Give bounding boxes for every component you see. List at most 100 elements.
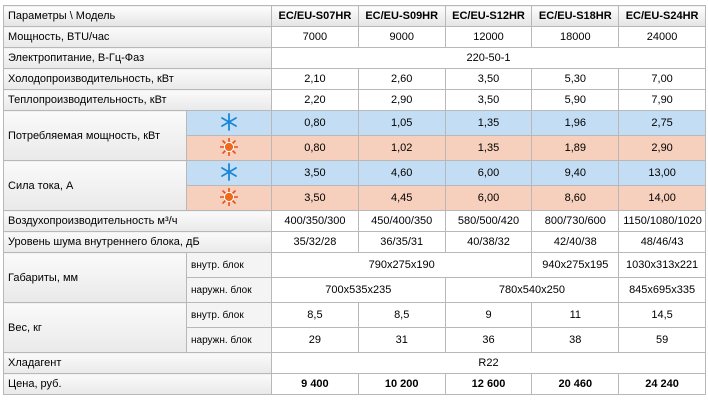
indoor-cell: 1030x313x221 [618, 252, 706, 278]
cell: 2,60 [357, 68, 446, 90]
heating-cell: 3,50 [271, 185, 359, 211]
cell: 450/400/350 [357, 210, 446, 232]
heating-cell: 1,02 [357, 135, 446, 161]
model-header: EC/EU-S12HR [444, 5, 533, 27]
cell: 580/500/420 [444, 210, 533, 232]
heating-cell: 6,00 [444, 185, 533, 211]
cooling-icon [221, 112, 237, 131]
table-row: Цена, руб. 9 400 10 200 12 600 20 460 24 240 [2, 373, 706, 395]
sub-label: наружн. блок [185, 327, 273, 353]
cooling-icon [221, 162, 237, 181]
model-header: EC/EU-S07HR [271, 5, 359, 27]
sub-label: наружн. блок [185, 277, 273, 303]
heating-mode [185, 135, 273, 161]
cell: 12 600 [444, 373, 533, 395]
table-row: Уровень шума внутреннего блока, дБ 35/32/… [2, 231, 706, 253]
table-row: наружн. блок 700x535x235 780x540x250 845x69… [4, 277, 706, 303]
row-label: Габариты, мм [3, 252, 187, 303]
sub-label: внутр. блок [185, 252, 273, 278]
heating-icon [219, 137, 239, 156]
cell: 800/730/600 [531, 210, 620, 232]
table-row: наружн. блок 29 31 36 38 59 [4, 327, 706, 353]
row-label: Электропитание, В-Гц-Фаз [2, 47, 273, 69]
cell: 220-50-1 [271, 47, 706, 69]
row-label: Уровень шума внутреннего блока, дБ [2, 231, 273, 253]
table-row: Хладагент R22 [2, 352, 706, 374]
table-row: Холодопроизводительность, кВт 2,10 2,60 3,5… [2, 68, 706, 90]
cooling-cell: 0,80 [271, 110, 359, 136]
cell: 9 400 [271, 373, 359, 395]
row-label: Холодопроизводительность, кВт [2, 68, 273, 90]
cell: 3,50 [444, 89, 533, 111]
indoor-cell: 14,5 [618, 302, 706, 328]
outdoor-cell: 59 [618, 327, 706, 353]
cell: 10 200 [357, 373, 446, 395]
cell: 12000 [444, 26, 533, 48]
table-row: Электропитание, В-Гц-Фаз 220-50-1 [2, 47, 706, 69]
outdoor-cell: 845x695x335 [618, 277, 706, 303]
indoor-cell: 8,5 [357, 302, 446, 328]
model-header: EC/EU-S09HR [357, 5, 446, 27]
outdoor-cell: 36 [444, 327, 533, 353]
heating-cell: 1,35 [444, 135, 533, 161]
table-row: Габариты, мм внутр. блок 790x275x190 940x27… [3, 252, 706, 303]
cooling-cell: 6,00 [444, 160, 533, 186]
header-label: Параметры \ Модель [2, 5, 273, 27]
cell: 400/350/300 [271, 210, 359, 232]
row-label: Воздухопроизводительность м³/ч [2, 210, 273, 232]
heating-cell: 4,45 [357, 185, 446, 211]
heating-mode [185, 185, 273, 211]
table-row: 0,80 1,02 1,35 1,89 2,90 [4, 135, 706, 161]
row-label: Сила тока, А [3, 160, 187, 211]
cell: 48/46/43 [618, 231, 706, 253]
sub-label: внутр. блок [185, 302, 273, 328]
indoor-cell: 790x275x190 [271, 252, 533, 278]
cooling-cell: 13,00 [618, 160, 706, 186]
indoor-cell: 11 [531, 302, 620, 328]
cell: 36/35/31 [357, 231, 446, 253]
cell: 5,30 [531, 68, 620, 90]
model-header: EC/EU-S24HR [618, 5, 706, 27]
row-label: Мощность, BTU/час [2, 26, 273, 48]
cell: 2,90 [357, 89, 446, 111]
table-row: Теплопроизводительность, кВт 2,20 2,90 3,50… [2, 89, 706, 111]
outdoor-cell: 780x540x250 [444, 277, 620, 303]
cooling-cell: 2,75 [618, 110, 706, 136]
row-label: Цена, руб. [2, 373, 273, 395]
indoor-cell: 940x275x195 [531, 252, 620, 278]
cooling-cell: 1,96 [531, 110, 620, 136]
table-row: Сила тока, А 3,50 4,60 6,00 9,40 13,00 [3, 160, 706, 211]
cell: 2,10 [271, 68, 359, 90]
outdoor-cell: 700x535x235 [271, 277, 446, 303]
cooling-mode [185, 160, 273, 186]
heating-icon [219, 187, 239, 206]
cell: 7000 [271, 26, 359, 48]
spec-table: Параметры \ Модель EC/EU-S07HR EC/EU-S09HR… [2, 5, 706, 395]
cell: 35/32/28 [271, 231, 359, 253]
cell: 2,20 [271, 89, 359, 111]
cell: 5,90 [531, 89, 620, 111]
cooling-cell: 1,35 [444, 110, 533, 136]
heating-cell: 0,80 [271, 135, 359, 161]
table-row: Потребляемая мощность, кВт 0,80 1,05 1,35 1,… [3, 110, 706, 161]
cell: 18000 [531, 26, 620, 48]
table-row: Воздухопроизводительность м³/ч 400/350/30… [2, 210, 706, 232]
cooling-cell: 3,50 [271, 160, 359, 186]
outdoor-cell: 38 [531, 327, 620, 353]
cell: R22 [271, 352, 706, 374]
outdoor-cell: 31 [357, 327, 446, 353]
cooling-cell: 4,60 [357, 160, 446, 186]
cell: 20 460 [531, 373, 620, 395]
cell: 1150/1080/1020 [618, 210, 706, 232]
row-label: Потребляемая мощность, кВт [3, 110, 187, 161]
heating-cell: 2,90 [618, 135, 706, 161]
indoor-cell: 9 [444, 302, 533, 328]
heating-cell: 1,89 [531, 135, 620, 161]
row-label: Теплопроизводительность, кВт [2, 89, 273, 111]
cooling-cell: 1,05 [357, 110, 446, 136]
cell: 9000 [357, 26, 446, 48]
table-row: Вес, кг внутр. блок 8,5 8,5 9 11 14,5 [3, 302, 706, 353]
cell: 7,90 [618, 89, 706, 111]
table-row: Мощность, BTU/час 7000 9000 12000 18000 24000 [2, 26, 706, 48]
